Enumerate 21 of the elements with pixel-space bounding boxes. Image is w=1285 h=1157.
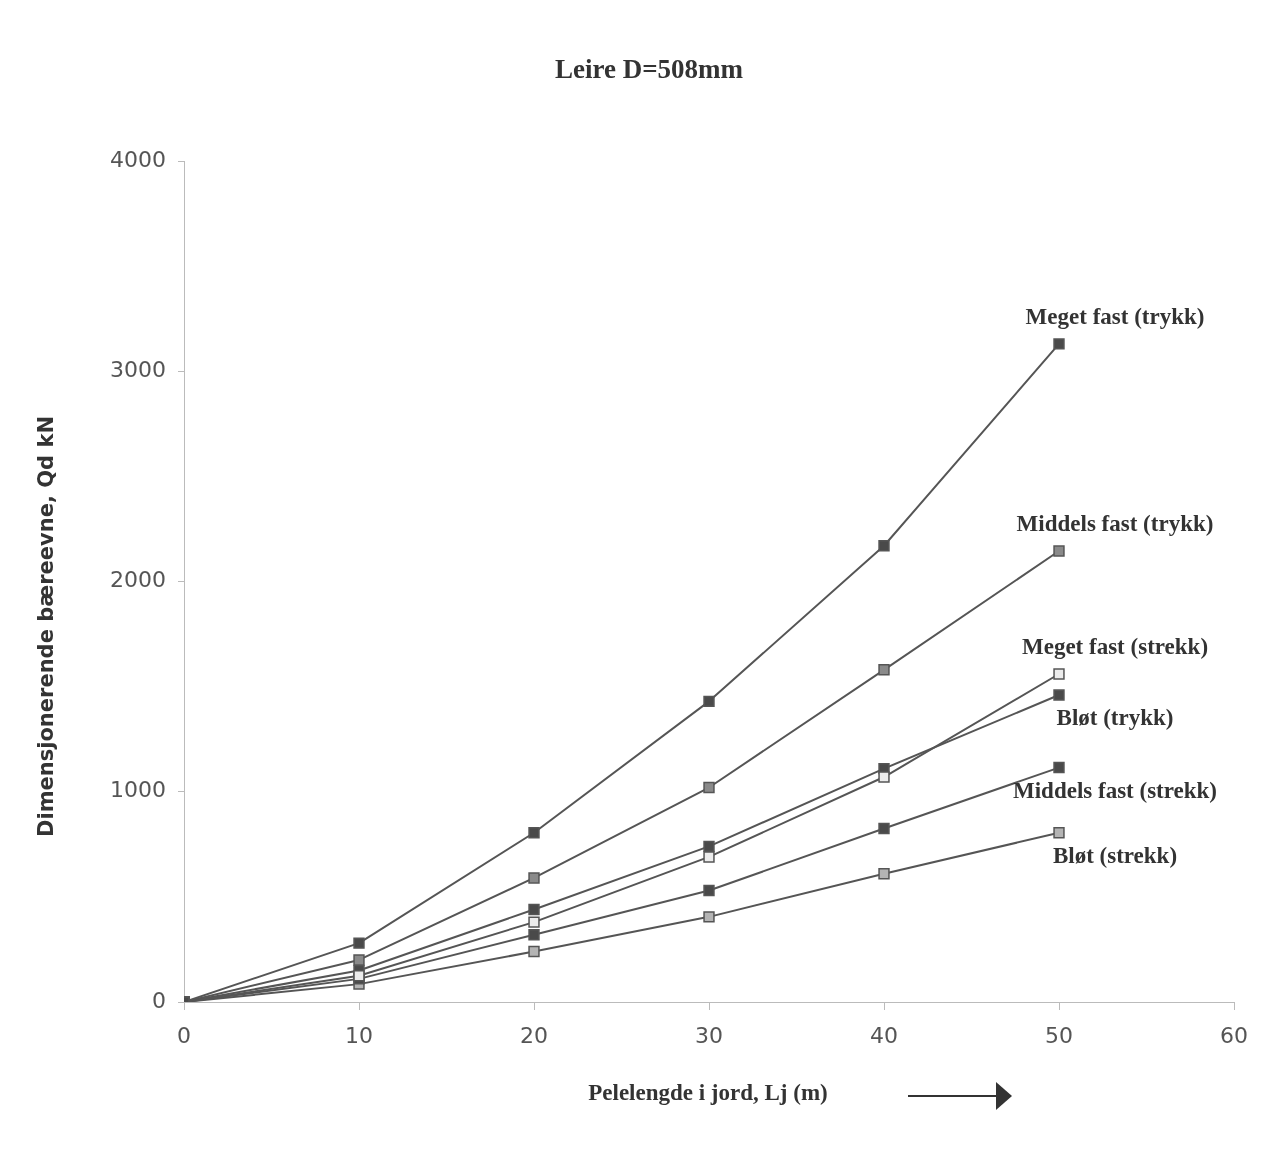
- y-tick-label: 0: [152, 987, 166, 1013]
- y-tick-label: 1000: [110, 777, 166, 803]
- x-tick-label: 10: [345, 1022, 373, 1048]
- y-tick-label: 3000: [110, 356, 166, 382]
- y-tick-label: 2000: [110, 567, 166, 593]
- series-label: Middels fast (trykk): [1016, 510, 1214, 536]
- series-label: Middels fast (strekk): [1012, 777, 1218, 803]
- y-tick-label: 4000: [110, 146, 166, 172]
- series-label: Bløt (strekk): [1052, 842, 1178, 868]
- chart-title: Leire D=508mm: [554, 53, 744, 84]
- series-label: Meget fast (strekk): [1021, 633, 1209, 659]
- x-axis-title: Pelelengde i jord, Lj (m): [588, 1079, 828, 1105]
- x-tick-label: 30: [695, 1022, 723, 1048]
- y-axis-title: Dimensjonerende bæreevne, Qd kN: [34, 416, 59, 837]
- series-label: Meget fast (trykk): [1025, 303, 1205, 329]
- x-tick-label: 0: [177, 1022, 191, 1048]
- x-tick-label: 50: [1045, 1022, 1073, 1048]
- x-tick-label: 20: [520, 1022, 548, 1048]
- x-tick-label: 40: [870, 1022, 898, 1048]
- x-tick-label: 60: [1220, 1022, 1248, 1048]
- series-label: Bløt (trykk): [1056, 704, 1174, 730]
